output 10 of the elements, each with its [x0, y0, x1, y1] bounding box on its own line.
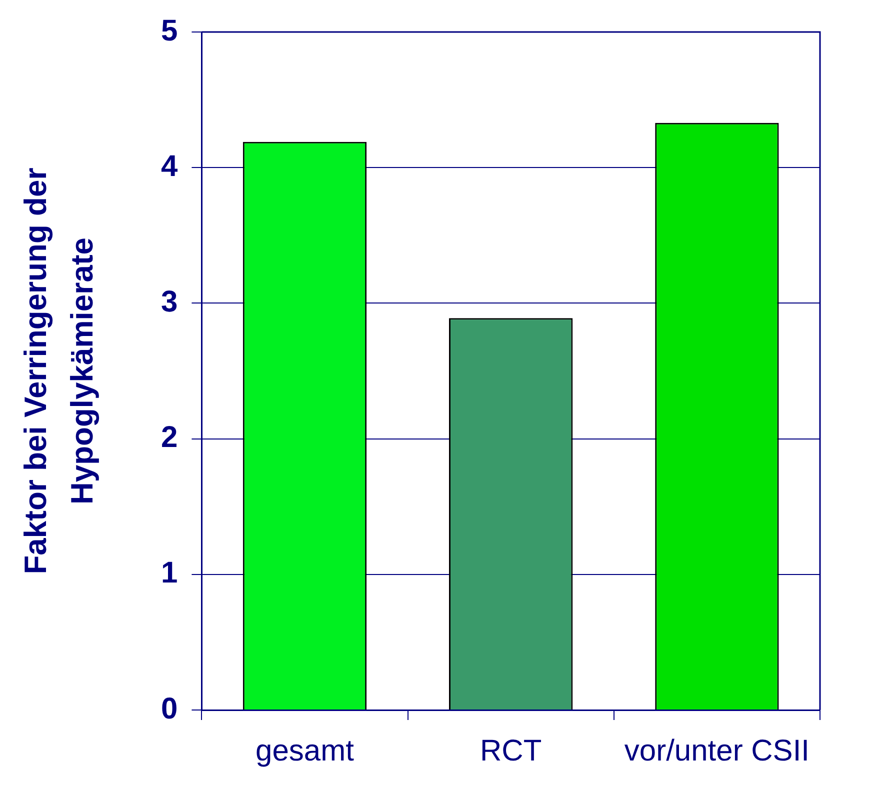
- y-tick-label: 1: [160, 556, 178, 590]
- y-tick-label: 4: [160, 150, 178, 183]
- y-tick-label: 3: [160, 285, 178, 318]
- y-axis-title: Faktor bei Verringerung der Hypoglykämierate: [18, 168, 100, 574]
- y-tick-label: 5: [160, 14, 178, 48]
- y-tick-label: 0: [160, 692, 178, 726]
- x-tick-label: vor/unter CSII: [624, 734, 810, 768]
- x-tick-label: RCT: [480, 734, 542, 768]
- x-tick-label: gesamt: [256, 734, 355, 768]
- y-tick-label: 2: [160, 421, 178, 454]
